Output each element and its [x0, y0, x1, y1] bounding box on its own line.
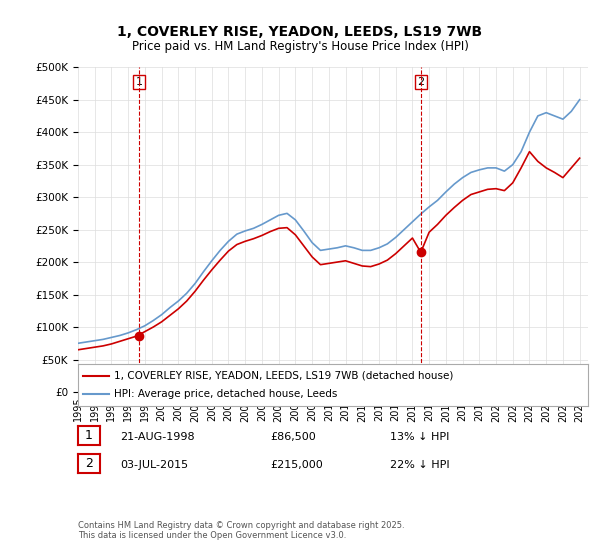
Text: 2: 2: [85, 457, 93, 470]
Text: 1: 1: [136, 77, 142, 87]
Text: £86,500: £86,500: [270, 432, 316, 442]
Text: 1, COVERLEY RISE, YEADON, LEEDS, LS19 7WB (detached house): 1, COVERLEY RISE, YEADON, LEEDS, LS19 7W…: [114, 371, 453, 381]
Text: 21-AUG-1998: 21-AUG-1998: [120, 432, 194, 442]
Text: HPI: Average price, detached house, Leeds: HPI: Average price, detached house, Leed…: [114, 389, 337, 399]
Text: 13% ↓ HPI: 13% ↓ HPI: [390, 432, 449, 442]
Text: Contains HM Land Registry data © Crown copyright and database right 2025.
This d: Contains HM Land Registry data © Crown c…: [78, 521, 404, 540]
Text: 03-JUL-2015: 03-JUL-2015: [120, 460, 188, 470]
Text: 1, COVERLEY RISE, YEADON, LEEDS, LS19 7WB: 1, COVERLEY RISE, YEADON, LEEDS, LS19 7W…: [118, 25, 482, 39]
Text: 22% ↓ HPI: 22% ↓ HPI: [390, 460, 449, 470]
Text: Price paid vs. HM Land Registry's House Price Index (HPI): Price paid vs. HM Land Registry's House …: [131, 40, 469, 53]
Text: 2: 2: [417, 77, 424, 87]
Text: 1: 1: [85, 429, 93, 442]
Text: £215,000: £215,000: [270, 460, 323, 470]
